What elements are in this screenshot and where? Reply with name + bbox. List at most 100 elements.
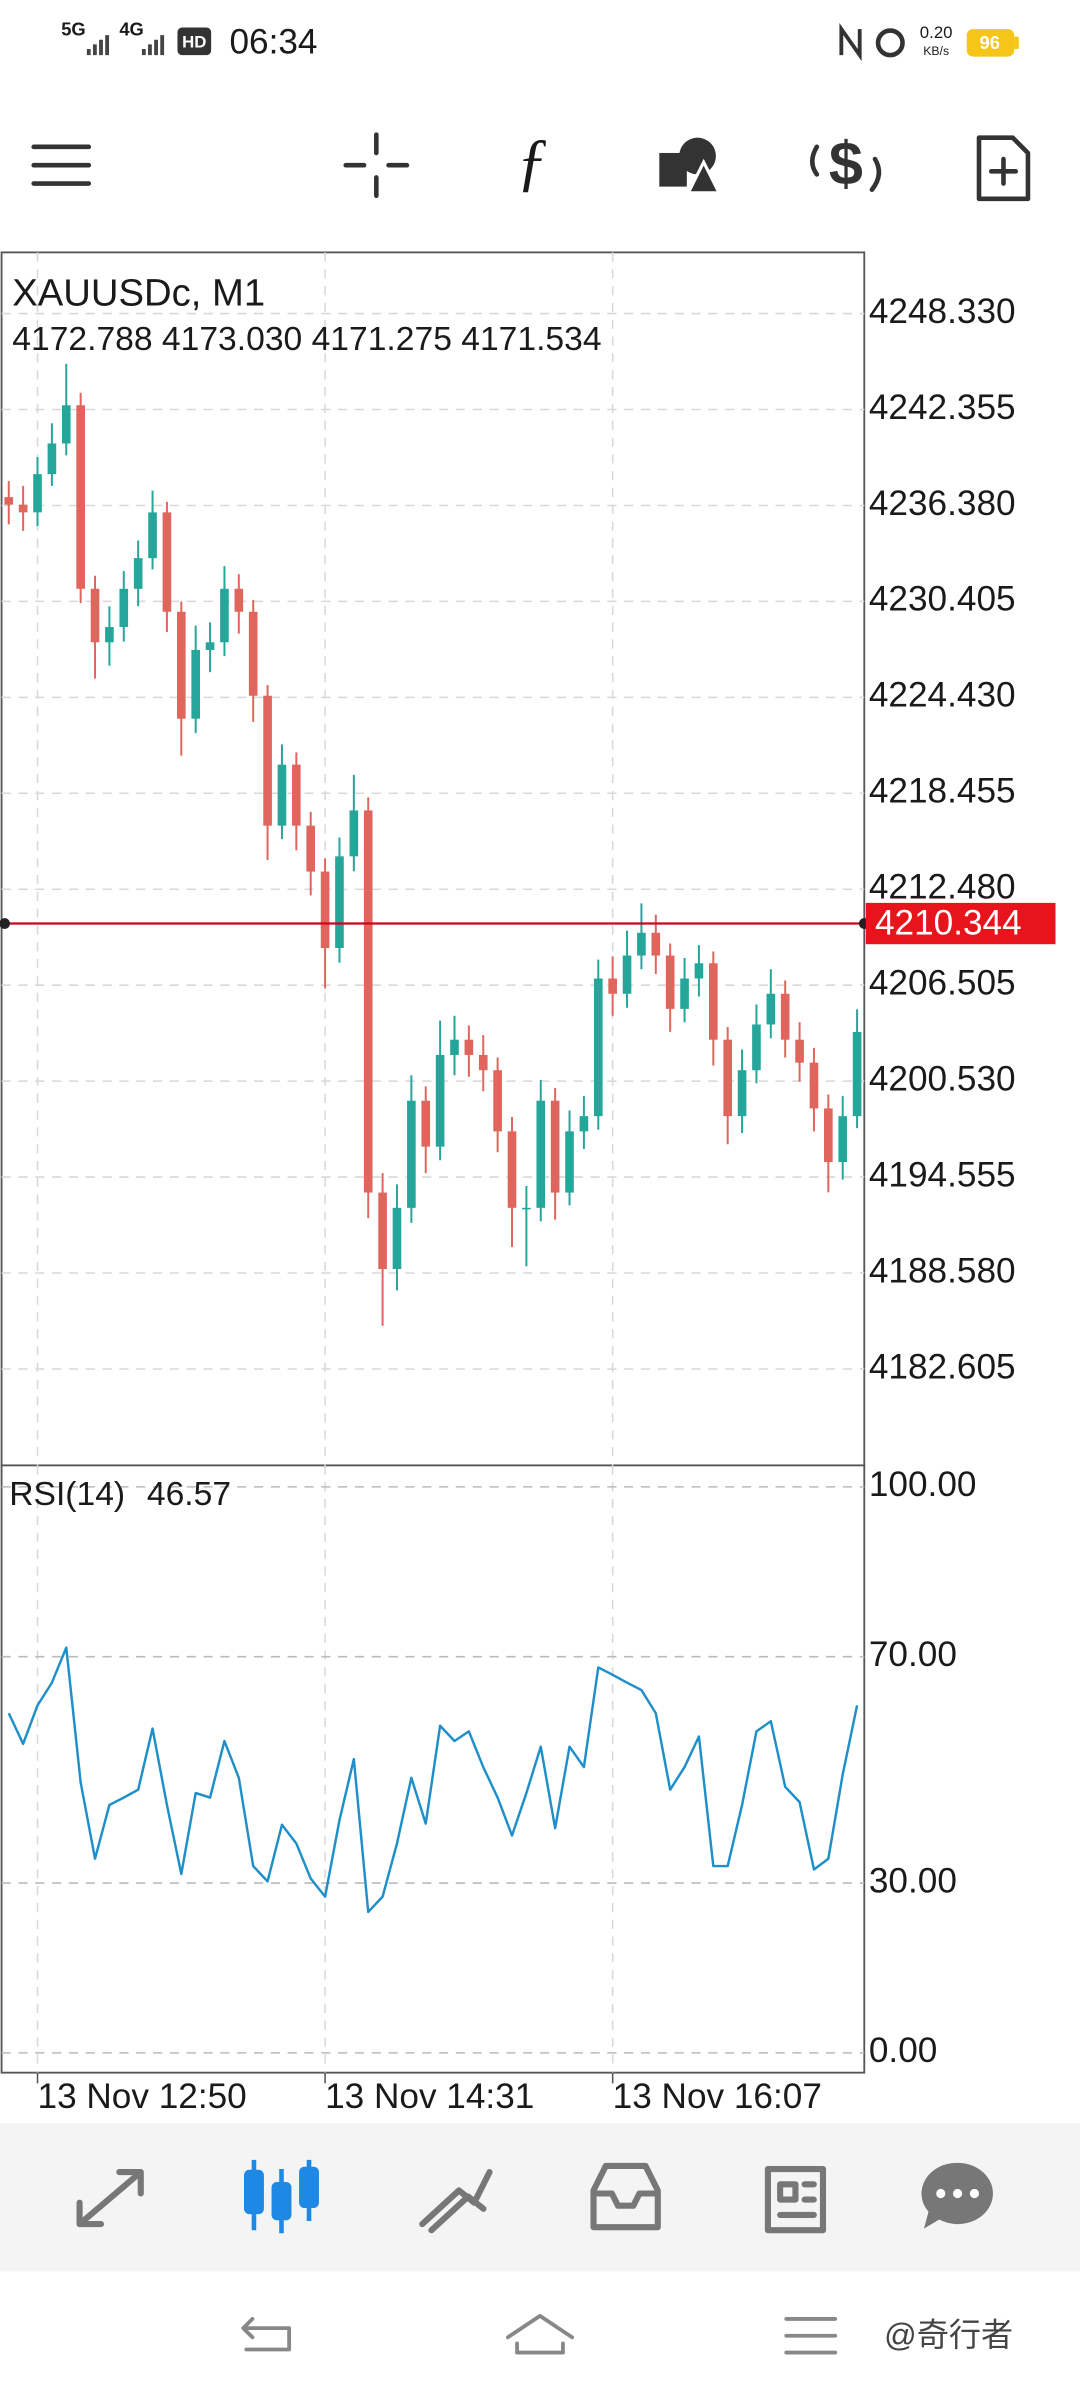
network-label: 5G — [61, 18, 85, 39]
svg-text:$: $ — [829, 129, 863, 197]
candle-body — [277, 764, 287, 826]
candle-body — [766, 993, 776, 1025]
y-tick-label: 4218.455 — [869, 772, 1016, 811]
candle-body — [680, 978, 689, 1009]
ohlc-readout: 4172.788 4173.030 4171.275 4171.534 — [12, 321, 601, 358]
y-tick-label: 4224.430 — [869, 676, 1016, 715]
candle-body — [220, 588, 229, 643]
candle-body — [248, 611, 258, 696]
candle-body — [191, 649, 200, 719]
history-tab[interactable] — [590, 2162, 661, 2231]
price-label-box — [865, 902, 1056, 945]
y-tick-label: 4236.380 — [869, 484, 1016, 523]
y-tick-label: 30.00 — [869, 1861, 957, 1900]
messages-tab[interactable] — [921, 2162, 993, 2229]
y-tick-label: 4194.555 — [869, 1155, 1016, 1194]
candle-body — [33, 474, 42, 513]
network-label: 4G — [119, 18, 143, 39]
candle-body — [162, 512, 172, 612]
candle-body — [263, 695, 272, 826]
plot-layer: 4248.330 4242.355 4236.380 4230.405 4224.430… — [0, 252, 1056, 2116]
candle-body — [608, 978, 617, 994]
candle-body — [205, 642, 215, 650]
objects-button[interactable] — [659, 137, 722, 195]
candle-body — [363, 810, 373, 1193]
toolbar: ƒ $ — [31, 126, 1031, 202]
y-tick-label: 4188.580 — [869, 1251, 1016, 1290]
candle-body — [18, 504, 28, 513]
y-tick-label: 4242.355 — [869, 388, 1016, 427]
candle-body — [737, 1070, 747, 1117]
candle-body — [292, 764, 301, 826]
indicators-button[interactable]: ƒ — [516, 126, 548, 197]
candle-body — [493, 1070, 502, 1132]
candle-body — [809, 1062, 819, 1109]
battery-level: 96 — [980, 32, 1000, 53]
signal-icon — [86, 35, 110, 56]
back-button[interactable] — [241, 2317, 292, 2352]
candle-body — [665, 955, 675, 1009]
hd-badge — [177, 27, 212, 56]
rsi-title: RSI(14) — [9, 1476, 125, 1513]
candle-body — [450, 1039, 459, 1055]
candle-body — [335, 856, 344, 949]
y-tick-label: 100.00 — [869, 1465, 977, 1504]
status-bar: 5G 4G HD 06:34 0.20 KB/s 96 — [61, 18, 1019, 62]
alarm-icon — [875, 28, 905, 58]
candle-body — [349, 810, 359, 857]
y-tick-label: 4206.505 — [869, 963, 1016, 1002]
candle-body — [651, 932, 661, 956]
new-order-button[interactable] — [976, 135, 1031, 202]
candle-body — [622, 955, 632, 994]
y-tick-label: 4182.605 — [869, 1347, 1016, 1386]
trade-tab[interactable] — [419, 2169, 493, 2234]
candle-body — [105, 627, 114, 643]
candle-body — [780, 993, 790, 1040]
y-tick-label: 4200.530 — [869, 1059, 1016, 1098]
speed: 0.20 — [920, 23, 953, 42]
candle-body — [4, 497, 14, 505]
home-button[interactable] — [505, 2313, 575, 2355]
recents-button[interactable] — [784, 2317, 838, 2355]
candle-body — [306, 825, 316, 872]
candle-body — [378, 1192, 387, 1270]
candle-body — [61, 405, 71, 444]
quotes-tab[interactable] — [76, 2169, 144, 2228]
candle-body — [234, 588, 244, 612]
candle-body — [148, 512, 157, 559]
candle-body — [407, 1100, 416, 1208]
candle-body — [133, 558, 143, 589]
candle-body — [708, 963, 718, 1040]
candle-body — [176, 611, 186, 719]
candle-body — [464, 1039, 474, 1055]
candle-body — [550, 1100, 560, 1193]
menu-button[interactable] — [31, 144, 92, 186]
trade-button[interactable]: $ — [809, 129, 882, 197]
rsi-value: 46.57 — [147, 1476, 231, 1513]
x-tick-label: 13 Nov 14:31 — [325, 2077, 534, 2116]
candle-body — [507, 1131, 517, 1208]
candle-body — [752, 1024, 761, 1071]
candle-body — [565, 1131, 574, 1193]
chart-title: XAUUSDc, M1 — [12, 271, 265, 314]
chart-tab[interactable] — [244, 2159, 319, 2234]
speed-unit: KB/s — [923, 44, 949, 58]
candle-body — [421, 1100, 431, 1147]
candle-body — [90, 588, 100, 643]
candle-body — [795, 1039, 804, 1063]
candle-body — [637, 932, 646, 956]
clock: 06:34 — [229, 23, 317, 62]
y-tick-label: 4212.480 — [869, 868, 1016, 907]
news-tab[interactable] — [764, 2165, 827, 2234]
price-line-handle — [0, 918, 10, 929]
candle-body — [723, 1039, 732, 1117]
y-tick-label: 0.00 — [869, 2031, 937, 2070]
candle-body — [579, 1116, 589, 1132]
candle-body — [593, 978, 603, 1117]
bottom-nav — [0, 2123, 1080, 2272]
crosshair-button[interactable] — [343, 132, 410, 199]
y-tick-label: 70.00 — [869, 1635, 957, 1674]
hd-label: HD — [182, 32, 206, 51]
